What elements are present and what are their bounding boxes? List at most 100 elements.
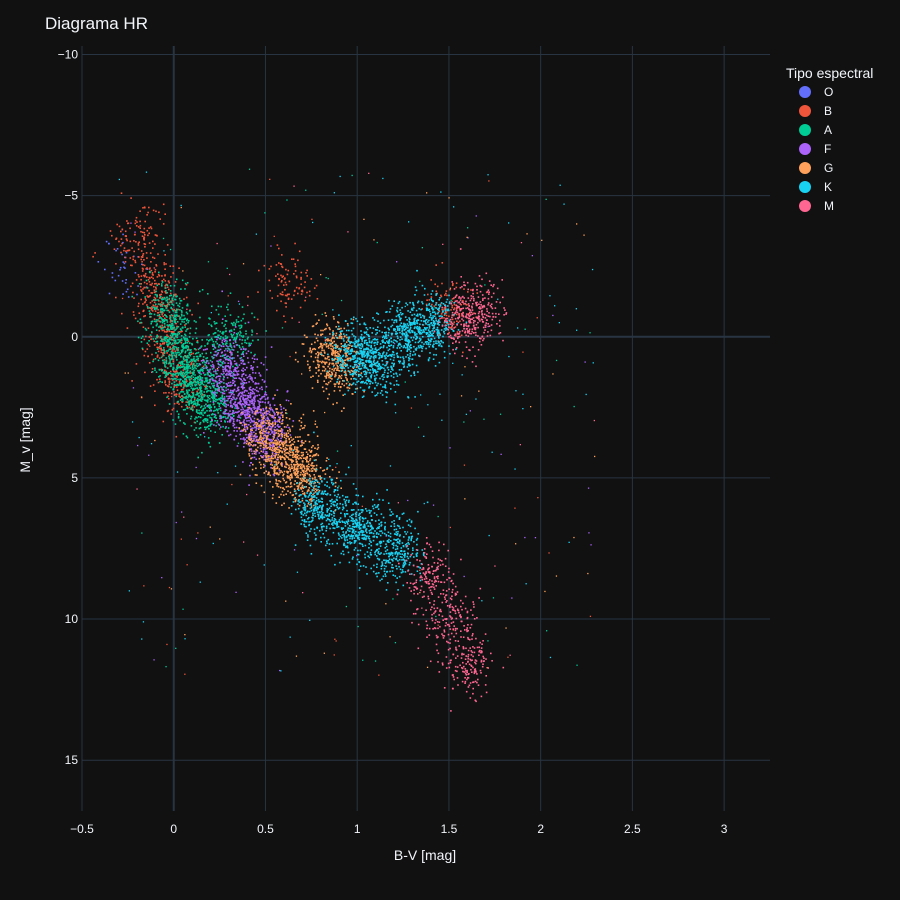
data-point <box>172 373 175 375</box>
data-point <box>275 502 278 504</box>
data-point <box>233 438 235 441</box>
data-point <box>226 399 229 402</box>
data-point <box>303 466 306 468</box>
data-point <box>166 305 169 308</box>
data-point <box>244 405 246 408</box>
data-point <box>140 321 142 324</box>
data-point <box>298 419 301 422</box>
data-point <box>309 349 312 351</box>
data-point <box>326 510 328 512</box>
data-point <box>172 324 174 327</box>
data-point <box>184 355 187 357</box>
data-point <box>180 351 183 354</box>
data-point <box>253 435 255 438</box>
data-point <box>170 323 173 325</box>
data-point <box>232 410 234 412</box>
data-point <box>227 427 230 429</box>
data-point <box>234 367 236 369</box>
data-point <box>369 521 371 524</box>
data-point <box>175 521 177 524</box>
data-point <box>409 328 411 331</box>
data-point <box>231 398 234 401</box>
data-point <box>204 373 207 376</box>
data-point <box>284 446 287 449</box>
data-point <box>276 244 279 246</box>
data-point <box>206 379 209 381</box>
data-point <box>274 448 276 450</box>
data-point <box>333 337 335 339</box>
data-point <box>140 396 143 398</box>
data-point <box>184 317 186 320</box>
data-point <box>475 215 477 217</box>
data-point <box>248 424 250 426</box>
data-point <box>242 429 244 432</box>
data-point <box>286 390 289 392</box>
data-point <box>207 396 209 399</box>
data-point <box>139 285 142 288</box>
data-point <box>172 310 175 312</box>
data-point <box>328 358 330 361</box>
data-point <box>208 370 210 372</box>
data-point <box>276 466 279 468</box>
data-point <box>273 420 276 422</box>
data-point <box>232 339 235 341</box>
data-point <box>285 268 287 271</box>
data-point <box>234 384 237 387</box>
data-point <box>166 329 169 332</box>
data-point <box>208 378 211 381</box>
data-point <box>375 572 377 575</box>
data-point <box>211 419 213 421</box>
data-point <box>278 442 281 444</box>
data-point <box>294 454 297 457</box>
data-point <box>361 356 364 358</box>
data-point <box>219 375 222 378</box>
data-point <box>166 343 168 345</box>
data-point <box>174 311 177 314</box>
data-point <box>195 337 198 339</box>
data-point <box>270 428 273 431</box>
data-point <box>198 409 200 412</box>
data-point <box>148 336 151 338</box>
data-point <box>315 353 317 355</box>
data-point <box>282 494 285 496</box>
data-point <box>265 444 268 447</box>
data-point <box>260 408 262 411</box>
data-point <box>186 337 188 340</box>
data-point <box>228 413 230 416</box>
data-point <box>288 476 290 478</box>
data-point <box>182 369 185 371</box>
data-point <box>194 387 197 390</box>
data-point <box>173 346 175 348</box>
data-point <box>270 438 272 441</box>
data-point <box>268 438 271 441</box>
data-point <box>165 350 168 352</box>
data-point <box>169 316 172 318</box>
data-point <box>285 283 288 286</box>
data-point <box>178 373 180 375</box>
data-point <box>263 412 266 414</box>
data-point <box>202 419 204 422</box>
data-point <box>255 482 258 484</box>
data-point <box>173 284 176 287</box>
data-point <box>324 362 326 364</box>
data-point <box>409 331 411 334</box>
data-point <box>221 361 224 364</box>
data-point <box>159 295 161 297</box>
data-point <box>234 368 237 371</box>
data-point <box>295 464 297 466</box>
data-point <box>372 539 375 542</box>
data-point <box>305 457 307 459</box>
data-point <box>192 381 195 384</box>
data-point <box>288 437 290 440</box>
data-point <box>392 544 395 547</box>
data-point <box>137 444 139 447</box>
data-point <box>484 284 486 286</box>
data-point <box>362 659 364 661</box>
data-point <box>177 347 180 349</box>
data-point <box>149 385 152 387</box>
data-point <box>312 348 314 351</box>
data-point <box>385 589 388 591</box>
data-point <box>179 399 182 401</box>
data-point <box>181 350 183 353</box>
data-point <box>383 567 386 570</box>
